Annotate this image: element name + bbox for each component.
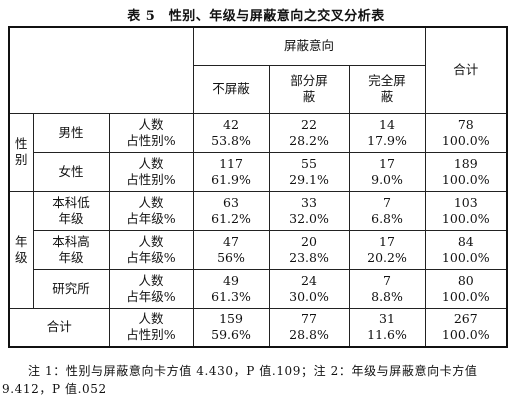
header-group: 屏蔽意向 [192,26,426,66]
data-cell: 42 53.8% [192,112,270,153]
note-line-2: 9.412，P 值.052 [2,382,107,396]
total-cell: 80 100.0% [424,268,508,309]
data-cell: 55 29.1% [268,151,350,192]
total-cell: 103 100.0% [424,190,508,231]
cross-analysis-table: 屏蔽意向 合计 不屏蔽 部分屏 蔽 完全屏 蔽 性 别 男性 人数 占性别% 4… [8,26,509,348]
row-measure: 人数 占年级% [108,229,194,270]
row-name: 本科低 年级 [32,190,110,231]
table-row: 年 级 本科低 年级 人数 占年级% 63 61.2% 33 32.0% 7 6… [8,190,508,309]
table-row: 女性 人数 占性别% 117 61.9% 55 29.1% 17 9.0% 18… [9,151,508,192]
row-measure: 人数 占性别% [108,112,194,153]
note-line-1: 注 1：性别与屏蔽意向卡方值 4.430，P 值.109；注 2：年级与屏蔽意向… [28,364,478,378]
data-cell: 47 56% [192,229,270,270]
row-measure: 人数 占年级% [108,190,194,231]
data-cell: 49 61.3% [192,268,270,309]
table-note: 注 1：性别与屏蔽意向卡方值 4.430，P 值.109；注 2：年级与屏蔽意向… [0,362,512,398]
table-row: 性 别 男性 人数 占性别% 42 53.8% 22 28.2% 14 17.9… [8,112,508,192]
row-name: 男性 [32,112,110,153]
header-col: 部分屏 蔽 [268,64,350,114]
data-cell: 17 9.0% [348,151,426,192]
row-name: 研究所 [32,268,110,309]
data-cell: 77 28.8% [268,307,350,348]
data-cell: 117 61.9% [192,151,270,192]
table-row: 研究所 人数 占年级% 49 61.3% 24 30.0% 7 8.8% 80 … [9,268,508,309]
row-name: 女性 [32,151,110,192]
row-measure: 人数 占性别% [108,307,194,348]
data-cell: 24 30.0% [268,268,350,309]
group-label: 年 级 [8,190,34,309]
data-cell: 17 20.2% [348,229,426,270]
total-cell: 84 100.0% [424,229,508,270]
row-name: 合计 [8,307,110,348]
data-cell: 22 28.2% [268,112,350,153]
total-cell: 267 100.0% [424,307,508,348]
total-row: 合计 人数 占性别% 159 59.6% 77 28.8% 31 11.6% 2… [8,307,508,348]
row-measure: 人数 占性别% [108,151,194,192]
group-label: 性 别 [8,112,34,192]
data-cell: 159 59.6% [192,307,270,348]
data-cell: 14 17.9% [348,112,426,153]
data-cell: 31 11.6% [348,307,426,348]
header-col: 不屏蔽 [192,64,270,114]
table-row: 本科高 年级 人数 占年级% 47 56% 20 23.8% 17 20.2% … [9,229,508,270]
header-total: 合计 [424,26,508,114]
data-cell: 63 61.2% [192,190,270,231]
data-cell: 7 6.8% [348,190,426,231]
table-caption: 表 5 性别、年级与屏蔽意向之交叉分析表 [127,9,385,24]
data-cell: 7 8.8% [348,268,426,309]
total-cell: 78 100.0% [424,112,508,153]
row-name: 本科高 年级 [32,229,110,270]
data-cell: 33 32.0% [268,190,350,231]
row-measure: 人数 占年级% [108,268,194,309]
corner-cell [8,26,194,114]
total-cell: 189 100.0% [424,151,508,192]
data-cell: 20 23.8% [268,229,350,270]
header-col: 完全屏 蔽 [348,64,426,114]
